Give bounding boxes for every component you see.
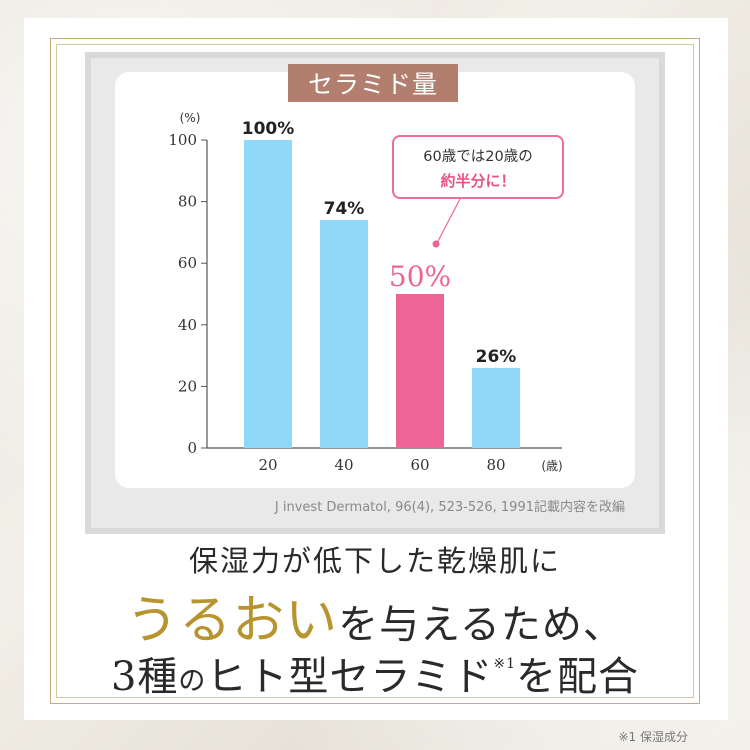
bar xyxy=(320,220,368,448)
headline-line3-d: を配合 xyxy=(516,654,640,700)
y-tick-label: 20 xyxy=(178,377,197,395)
bar xyxy=(472,367,520,448)
gold-frame xyxy=(50,38,700,704)
y-tick-label: 0 xyxy=(187,439,197,457)
data-label: 26% xyxy=(476,347,517,367)
gold-frame-inner xyxy=(56,44,694,698)
data-label: 74% xyxy=(324,199,365,219)
chart-title: セラミド量 xyxy=(288,64,458,102)
data-label: 100% xyxy=(242,119,295,139)
callout-box: 60歳では20歳の 約半分に！ xyxy=(392,135,564,199)
data-label: 50% xyxy=(389,260,451,293)
y-tick-label: 40 xyxy=(178,316,197,334)
headline-line3-a: 3種 xyxy=(110,654,179,700)
source-citation: J invest Dermatol, 96(4), 523-526, 1991記… xyxy=(274,500,625,515)
headline-line1: 保湿力が低下した乾燥肌に xyxy=(188,544,561,578)
headline-line3-b: の xyxy=(178,666,207,697)
callout-line1: 60歳では20歳の xyxy=(423,149,533,165)
callout-line2: 約半分に！ xyxy=(440,172,516,190)
headline-line3: 3種のヒト型セラミド※1を配合 xyxy=(0,644,750,702)
headline-line2-rest: を与えるため、 xyxy=(338,602,624,648)
headline-line3-c: ヒト型セラミド xyxy=(206,654,494,700)
x-tick-label: 40 xyxy=(334,456,353,474)
callout-pointer-dot xyxy=(432,240,440,248)
callout-pointer xyxy=(436,198,461,244)
headline-gold-text: うるおい xyxy=(126,591,339,651)
y-axis-label: (%) xyxy=(180,111,201,125)
x-tick-label: 60 xyxy=(410,456,429,474)
headline-line2: うるおいを与えるため、 xyxy=(0,578,750,653)
footnote: ※1 保湿成分 xyxy=(618,730,688,744)
bar xyxy=(244,140,292,448)
x-tick-label: 80 xyxy=(486,456,505,474)
bar xyxy=(396,294,444,448)
headline-line3-sup: ※1 xyxy=(493,656,517,672)
x-tick-label: 20 xyxy=(258,456,277,474)
y-tick-label: 60 xyxy=(178,254,197,272)
y-tick-label: 80 xyxy=(178,193,197,211)
y-tick-label: 100 xyxy=(168,131,197,149)
x-axis-unit: (歳) xyxy=(541,459,562,473)
